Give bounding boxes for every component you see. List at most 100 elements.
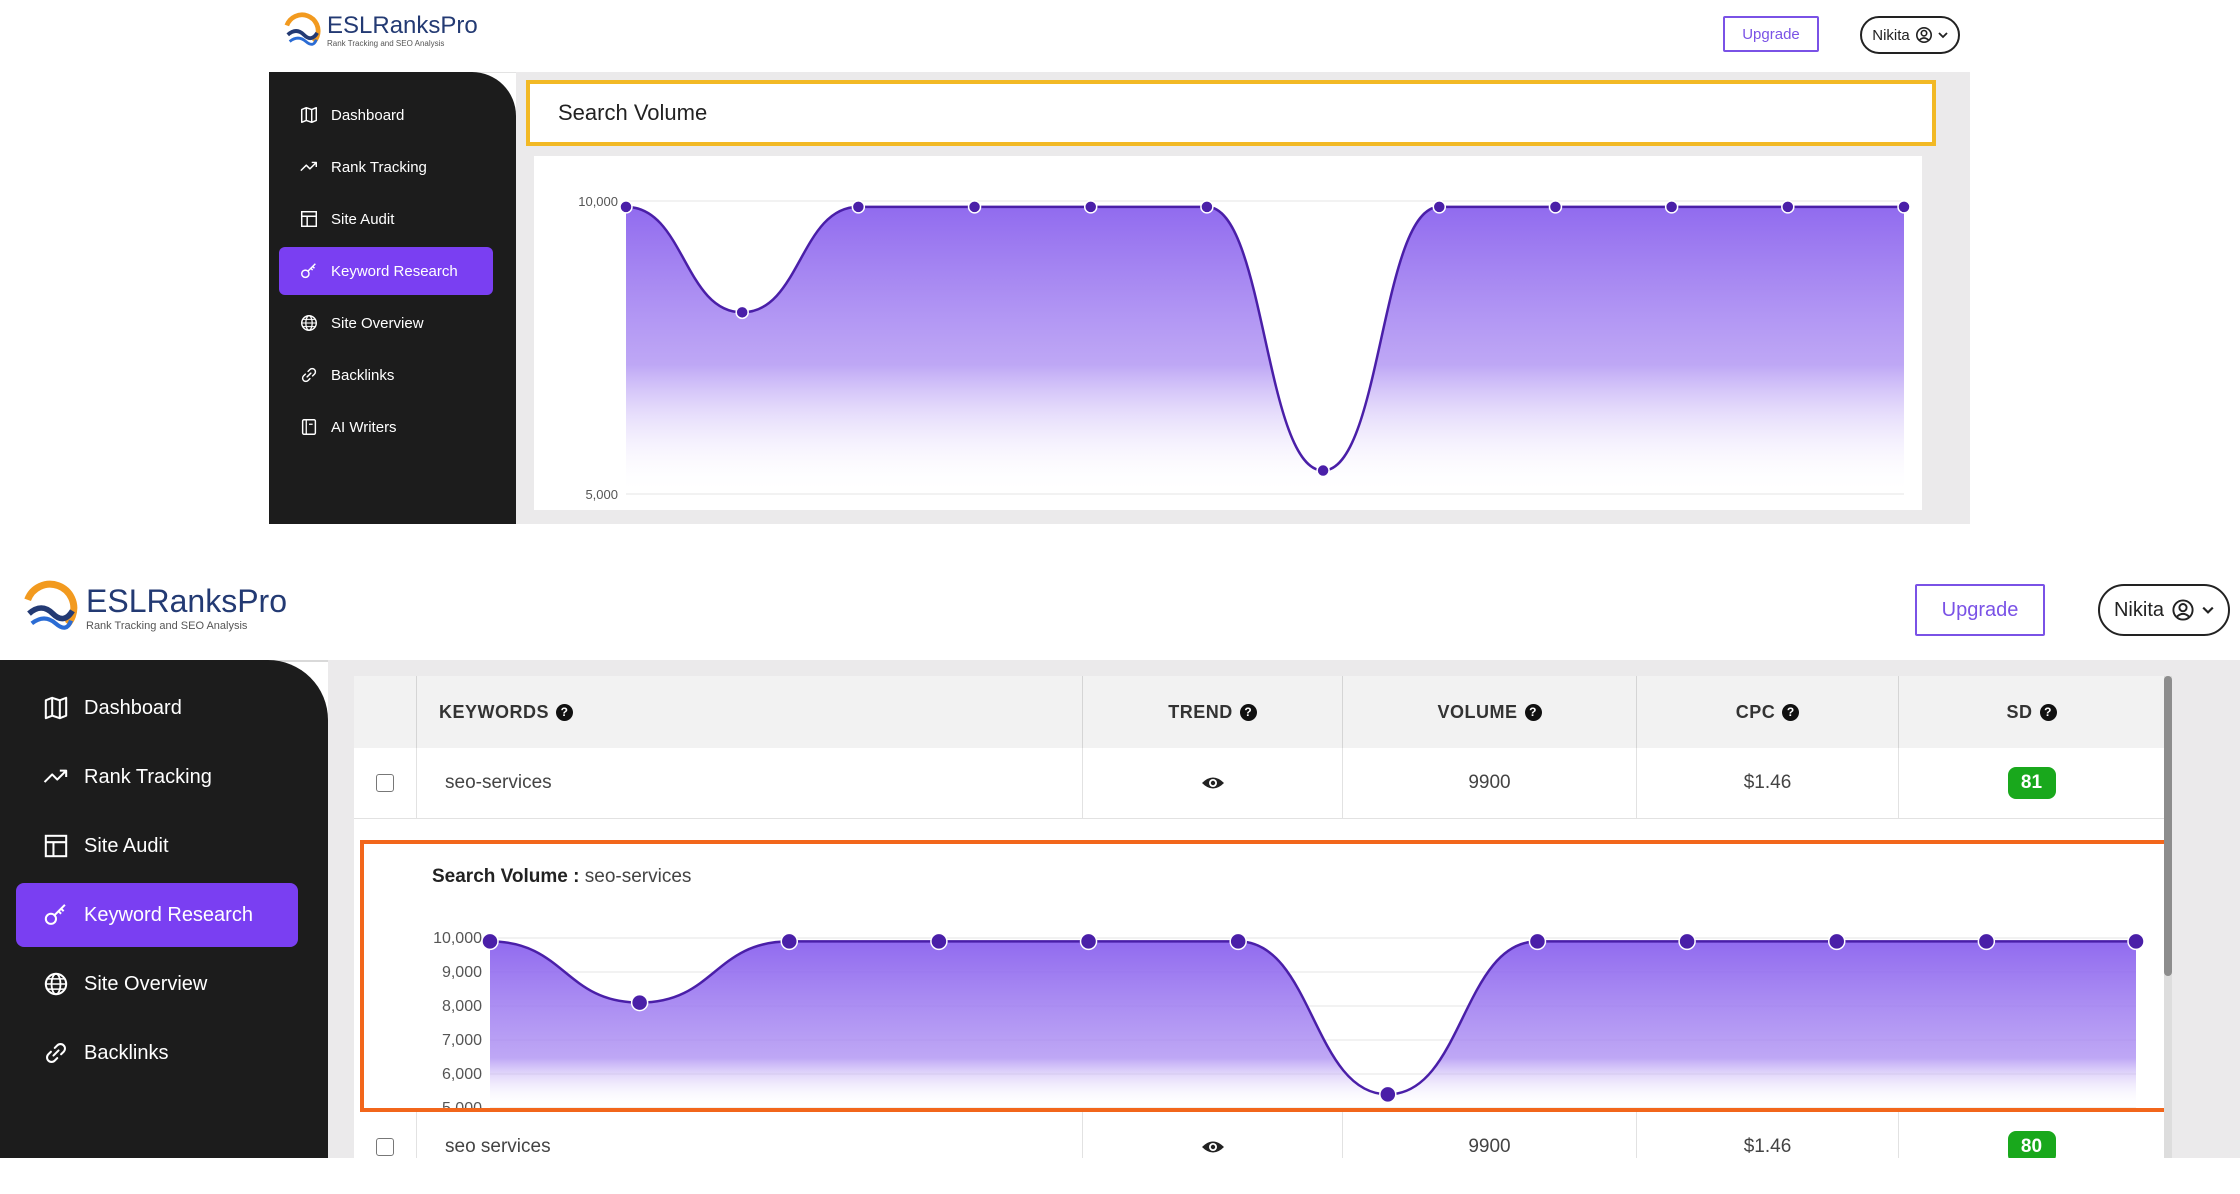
sidebar-item-site-audit[interactable]: Site Audit	[16, 814, 298, 878]
sidebar-item-keyword-research[interactable]: Keyword Research	[16, 883, 298, 947]
sidebar-item-label: AI Writers	[331, 418, 397, 436]
data-point[interactable]	[2127, 932, 2145, 951]
sidebar-item-dashboard[interactable]: Dashboard	[16, 676, 298, 740]
data-point[interactable]	[1664, 200, 1679, 214]
sidebar-item-backlinks[interactable]: Backlinks	[279, 351, 493, 399]
table-scrollbar[interactable]	[2164, 676, 2172, 1158]
help-icon[interactable]: ?	[1782, 703, 1800, 721]
table-row[interactable]: seo-services 9900 $1.46 81	[354, 748, 2172, 819]
sidebar-item-keyword-research[interactable]: Keyword Research	[279, 247, 493, 295]
data-point[interactable]	[967, 200, 982, 214]
col-cpc-label: CPC	[1735, 701, 1776, 722]
keyword-cell: seo-services	[416, 748, 1082, 818]
data-point[interactable]	[1229, 932, 1247, 951]
trend-cell[interactable]	[1082, 1112, 1342, 1158]
upgrade-button[interactable]: Upgrade	[1723, 16, 1819, 52]
help-icon[interactable]: ?	[556, 703, 574, 721]
data-point[interactable]	[1977, 932, 1996, 951]
sidebar-item-rank-tracking[interactable]: Rank Tracking	[279, 143, 493, 191]
upgrade-button[interactable]: Upgrade	[1915, 584, 2045, 636]
table-row[interactable]: seo services 9900 $1.46 80	[354, 1112, 2172, 1158]
logo-mark-icon	[22, 580, 78, 636]
bottom-screenshot: ESLRanksPro Rank Tracking and SEO Analys…	[0, 562, 2240, 1158]
map-icon	[301, 107, 317, 124]
sidebar-item-site-overview[interactable]: Site Overview	[16, 952, 298, 1016]
sd-cell: 80	[1898, 1112, 2164, 1158]
brand-name: ESLRanksPro	[327, 12, 478, 39]
user-menu[interactable]: Nikita	[1860, 16, 1960, 54]
help-icon[interactable]: ?	[1239, 703, 1257, 721]
brand-tagline: Rank Tracking and SEO Analysis	[327, 39, 445, 48]
data-point[interactable]	[735, 305, 749, 320]
sidebar-item-label: Backlinks	[84, 1041, 169, 1064]
row-checkbox[interactable]	[376, 774, 394, 792]
col-volume-label: VOLUME	[1437, 701, 1518, 722]
link-icon	[46, 1043, 66, 1063]
row-checkbox[interactable]	[376, 1138, 394, 1156]
brand-name: ESLRanksPro	[86, 582, 287, 619]
data-point[interactable]	[630, 993, 649, 1012]
help-icon[interactable]: ?	[1524, 703, 1542, 721]
eye-icon[interactable]	[1201, 775, 1225, 791]
data-point[interactable]	[851, 200, 866, 214]
volume-cell: 9900	[1342, 1112, 1636, 1158]
sidebar-item-label: Backlinks	[331, 366, 395, 384]
col-trend[interactable]: TREND?	[1082, 676, 1342, 748]
sidebar-item-label: Site Overview	[331, 314, 424, 332]
data-point[interactable]	[1432, 200, 1447, 214]
sidebar-item-label: Site Audit	[84, 834, 169, 857]
data-point[interactable]	[1083, 200, 1098, 214]
map-icon	[44, 696, 68, 720]
table-header: KEYWORDS? TREND? VOLUME? CPC? SD?	[354, 676, 2172, 749]
col-keywords[interactable]: KEYWORDS?	[416, 676, 1082, 748]
scrollbar-thumb[interactable]	[2164, 676, 2172, 976]
col-sd[interactable]: SD?	[1898, 676, 2164, 748]
area-fill	[626, 206, 1904, 494]
sidebar-item-ai-writers[interactable]: AI Writers	[279, 403, 493, 451]
key-icon	[44, 904, 66, 925]
data-point[interactable]	[1781, 200, 1795, 214]
eye-icon[interactable]	[1201, 1139, 1225, 1155]
area-fill	[490, 941, 2136, 1108]
data-point[interactable]	[780, 932, 799, 951]
data-point[interactable]	[1827, 932, 1846, 951]
sidebar-item-site-audit[interactable]: Site Audit	[279, 195, 493, 243]
help-icon[interactable]: ?	[2039, 703, 2057, 721]
col-cpc[interactable]: CPC?	[1636, 676, 1898, 748]
user-menu[interactable]: Nikita	[2098, 584, 2230, 636]
sidebar: Dashboard Rank Tracking Site Audit Keyword …	[0, 660, 328, 1158]
brand-tagline: Rank Tracking and SEO Analysis	[86, 619, 248, 632]
sidebar-item-site-overview[interactable]: Site Overview	[279, 299, 493, 347]
trending-up-icon	[43, 769, 68, 783]
data-point[interactable]	[1200, 200, 1214, 214]
user-name: Nikita	[2113, 598, 2164, 621]
y-tick-label: 5,000	[442, 1100, 482, 1108]
sidebar-item-dashboard[interactable]: Dashboard	[279, 91, 493, 139]
data-point[interactable]	[1528, 932, 1547, 951]
y-tick-label: 10,000	[433, 930, 482, 947]
col-keywords-label: KEYWORDS	[439, 701, 550, 722]
sidebar-item-label: Rank Tracking	[84, 765, 212, 788]
logo[interactable]: ESLRanksPro Rank Tracking and SEO Analys…	[283, 12, 478, 50]
search-volume-title: Search Volume	[526, 80, 1936, 146]
data-point[interactable]	[1548, 200, 1563, 214]
col-volume[interactable]: VOLUME?	[1342, 676, 1636, 748]
data-point[interactable]	[481, 932, 499, 951]
data-point[interactable]	[619, 200, 633, 214]
sidebar-item-rank-tracking[interactable]: Rank Tracking	[16, 745, 298, 809]
data-point[interactable]	[1897, 200, 1911, 214]
expanded-chart-title: Search Volume : seo-services	[432, 866, 691, 888]
data-point[interactable]	[1379, 1085, 1397, 1104]
trend-cell[interactable]	[1082, 748, 1342, 818]
sidebar-item-backlinks[interactable]: Backlinks	[16, 1021, 298, 1085]
data-point[interactable]	[1316, 463, 1330, 478]
data-point[interactable]	[1678, 932, 1696, 951]
user-circle-icon	[1915, 26, 1932, 44]
data-point[interactable]	[930, 932, 948, 951]
data-point[interactable]	[1079, 932, 1098, 951]
search-volume-chart-svg: 10,000 5,000	[578, 194, 1911, 502]
logo[interactable]: ESLRanksPro Rank Tracking and SEO Analys…	[22, 580, 287, 636]
sidebar-item-label: Keyword Research	[331, 262, 458, 280]
book-icon	[301, 419, 317, 435]
app-header: ESLRanksPro Rank Tracking and SEO Analys…	[0, 562, 2240, 662]
